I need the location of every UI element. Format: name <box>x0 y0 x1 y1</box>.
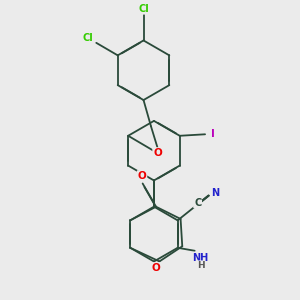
Text: N: N <box>211 188 219 198</box>
Text: H: H <box>197 261 204 270</box>
Text: C: C <box>194 197 201 208</box>
Text: I: I <box>212 129 215 139</box>
Text: Cl: Cl <box>82 33 93 43</box>
Text: O: O <box>151 263 160 273</box>
Text: Cl: Cl <box>138 4 149 14</box>
Text: NH: NH <box>193 253 209 262</box>
Text: O: O <box>138 171 146 181</box>
Text: O: O <box>153 148 162 158</box>
